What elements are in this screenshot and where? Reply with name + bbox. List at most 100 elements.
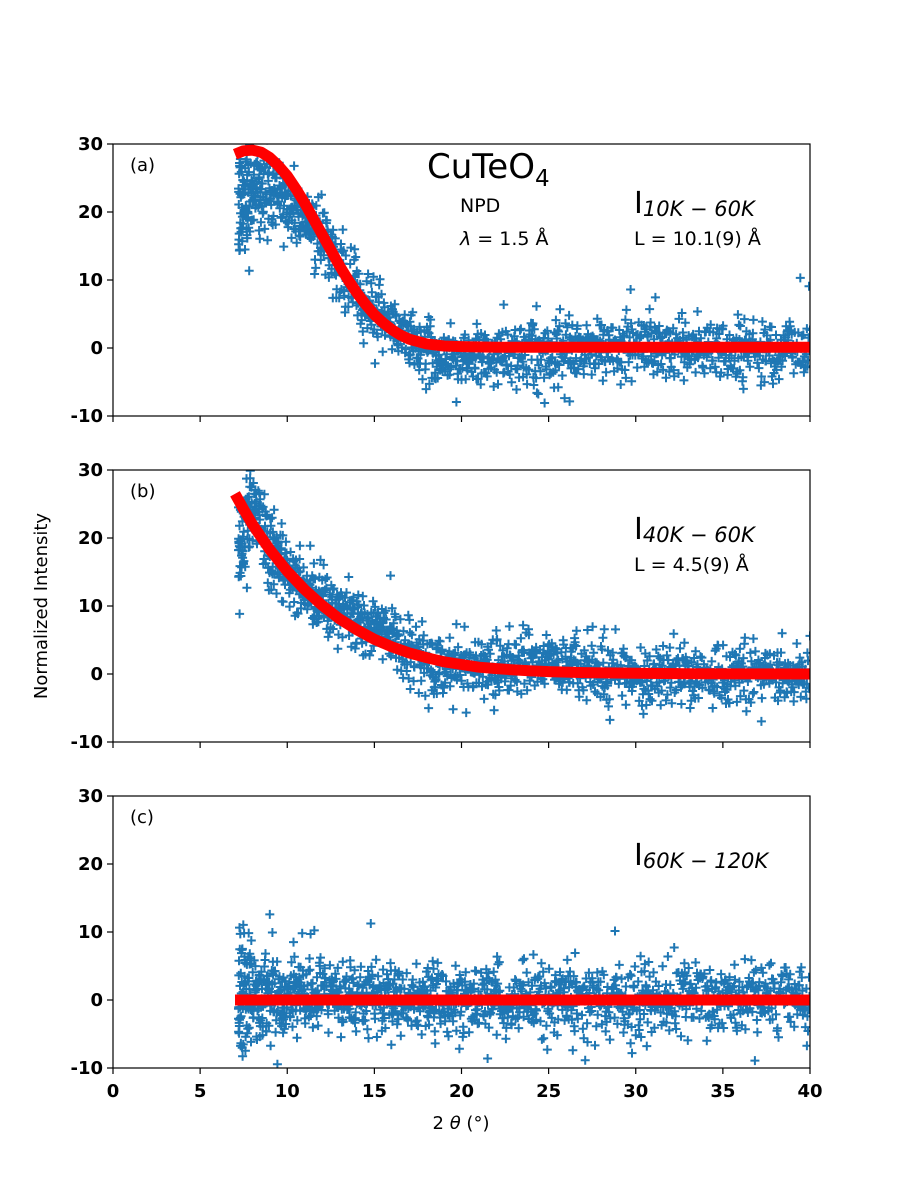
panel-c-point: [604, 1007, 614, 1017]
panel-c-point: [617, 974, 627, 984]
panel-a-point: [529, 380, 539, 390]
panel-c-point: [338, 1017, 348, 1027]
panel-b-point: [445, 681, 455, 691]
panel-b-point: [676, 699, 686, 709]
panel-c-point: [256, 967, 266, 977]
panel-c-point: [479, 1011, 489, 1021]
panel-c-point: [536, 1016, 545, 1026]
panel-b-point: [405, 684, 415, 694]
panel-a-point: [533, 389, 543, 399]
panel-c-label: (c): [130, 807, 154, 828]
panel-c-point: [320, 963, 330, 973]
panel-b-point: [667, 698, 677, 708]
panel-c-point: [403, 1016, 413, 1025]
panel-c-point: [460, 977, 470, 987]
panel-c-point: [572, 978, 581, 987]
panel-a-point: [503, 330, 513, 340]
panel-c-point: [758, 968, 768, 978]
panel-b-point: [451, 619, 461, 629]
panel-b-point: [669, 629, 679, 639]
panel-a-point: [552, 359, 562, 369]
panel-a-point: [351, 252, 361, 262]
panel-a-point: [279, 242, 289, 252]
panel-b-point: [414, 688, 424, 698]
panel-c-point: [752, 1027, 762, 1037]
panel-b-point: [645, 651, 655, 661]
panel-c-point: [297, 928, 307, 938]
panel-a-y-tick-label: 30: [78, 134, 103, 155]
panel-a-point: [462, 365, 472, 375]
panel-c-point: [246, 936, 256, 945]
panel-a-point: [708, 356, 718, 366]
panel-b-point: [368, 596, 378, 606]
panel-a-point: [434, 350, 444, 360]
panel-b-point: [405, 628, 415, 638]
panel-c-point: [676, 1031, 686, 1041]
panel-a-point: [380, 330, 390, 340]
panel-c-point: [492, 952, 502, 962]
panel-c-point: [654, 981, 664, 991]
panel-c-point: [786, 1017, 796, 1027]
panel-a-point: [362, 276, 372, 286]
panel-a-point: [560, 393, 570, 403]
panel-a-point: [341, 251, 351, 260]
panel-c-point: [716, 969, 726, 979]
wavelength-value: = 1.5 Å: [471, 227, 548, 250]
panel-c-point: [630, 962, 640, 971]
panel-b-point: [651, 645, 661, 654]
panel-c-point: [544, 964, 554, 974]
panel-b-point: [273, 538, 283, 548]
panel-b-point: [477, 639, 487, 649]
panel-c-point: [639, 1009, 649, 1019]
panel-c-point: [699, 969, 709, 979]
panel-c-point: [411, 959, 421, 969]
panel-b-point: [448, 704, 458, 714]
panel-c-point: [612, 973, 621, 982]
panel-a-point: [258, 207, 268, 217]
panel-b-point: [248, 478, 258, 488]
panel-a-point: [677, 308, 687, 318]
panel-b-fit-group: [230, 491, 810, 680]
panel-c-point: [582, 1018, 592, 1028]
panel-c-point: [539, 1033, 549, 1043]
panel-c-point: [386, 1040, 396, 1050]
panel-c-point: [250, 961, 260, 971]
panel-c-point: [323, 1009, 333, 1019]
panel-c-point: [683, 1035, 693, 1045]
panel-a-point: [754, 363, 764, 373]
panel-b-point: [697, 653, 707, 663]
panel-b-point: [455, 670, 465, 680]
panel-a-point: [316, 255, 326, 265]
panel-a-point: [587, 370, 597, 380]
panel-c-point: [766, 958, 776, 968]
panel-a-point: [421, 384, 431, 394]
panel-b-point: [571, 641, 581, 651]
panel-a-point: [534, 360, 544, 370]
panel-b-point: [387, 603, 397, 613]
panel-c-point: [244, 973, 254, 983]
panel-a-point: [738, 384, 748, 394]
panel-b-point: [725, 652, 735, 662]
panel-b-point: [658, 641, 668, 651]
panel-b-point: [378, 654, 388, 664]
panel-b-frame: [112, 469, 811, 743]
panel-a-point: [369, 272, 378, 282]
panel-c-point: [287, 957, 296, 967]
panel-a-point: [582, 320, 592, 330]
panel-b-point: [502, 643, 512, 653]
panel-c-point: [355, 972, 365, 982]
panel-a-point: [390, 299, 400, 309]
panel-a-point: [553, 382, 563, 392]
panel-b-point: [750, 646, 760, 656]
panel-b-y-tick-label: 20: [78, 528, 103, 549]
panel-b-point: [603, 681, 612, 691]
panel-a-point: [451, 397, 461, 407]
panel-c-point: [538, 967, 548, 977]
panel-c-point: [540, 978, 550, 988]
panel-c-point: [309, 925, 319, 935]
panel-c-point: [519, 1012, 529, 1022]
panel-a-point: [254, 226, 264, 235]
panel-b-point: [582, 695, 592, 705]
panel-a-point: [743, 356, 753, 366]
